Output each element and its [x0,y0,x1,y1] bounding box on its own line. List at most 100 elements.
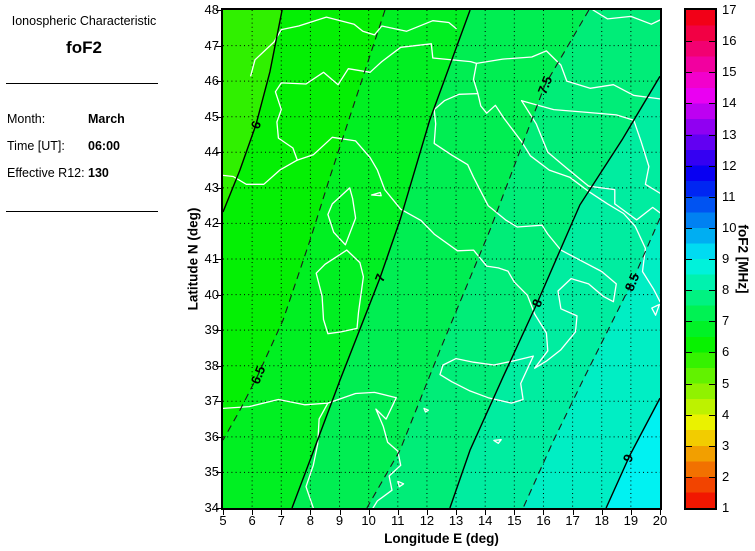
y-tick-label: 48 [204,2,219,17]
colorbar-tick-right [709,72,715,74]
x-tick-label: 15 [507,513,522,528]
y-tick-mark [216,116,221,118]
time-row: Time [UT]: 06:00 [0,139,168,154]
y-tick-label: 42 [204,215,219,231]
contour-label-8.5: 8.5 [622,271,643,293]
colorbar-tick-label: 16 [722,33,737,49]
x-tick-mark [252,510,254,515]
x-tick-mark [572,510,574,515]
y-tick-label: 37 [204,393,219,409]
coastline-path [315,249,365,335]
y-tick-mark [216,365,221,367]
time-value: 06:00 [88,139,120,153]
value-band [292,10,589,508]
value-band [223,10,385,441]
y-tick-mark [216,223,221,225]
colorbar-tick-left [686,414,692,416]
x-tick-mark [601,510,603,515]
colorbar-tick-right [709,476,715,478]
colorbar-tick-label: 4 [722,406,730,422]
colorbar-tick-label: 17 [722,2,737,17]
colorbar-tick-right [709,103,715,105]
colorbar-tick-right [709,196,715,198]
y-tick-mark [216,259,221,260]
y-tick-label: 34 [204,500,219,515]
colorbar-tick-right [709,352,715,354]
colorbar-tick-label: 6 [722,344,730,360]
r12-value: 130 [88,166,109,180]
y-tick-label: 39 [204,322,219,338]
y-tick-label: 46 [204,73,219,89]
x-tick-label: 16 [536,513,551,528]
x-tick-mark [310,510,312,515]
colorbar-tick-right [709,227,715,229]
coastline-path [397,480,405,488]
colorbar-tick-right [709,414,715,416]
colorbar-tick-left [686,134,692,136]
y-tick-mark [216,401,221,403]
coastline-path [475,50,660,100]
colorbar-tick-left [686,290,692,292]
colorbar-tick-left [686,383,692,385]
x-tick-mark [368,510,370,515]
divider-bottom [6,211,158,212]
contour-bands [223,10,660,508]
contour-line-7 [291,10,471,508]
y-tick-mark [216,436,221,438]
r12-row: Effective R12: 130 [0,166,168,181]
coastline-path [520,100,616,205]
y-axis-label: Latitude N (deg) [185,207,201,311]
x-tick-label: 6 [248,513,256,528]
y-tick-label: 41 [204,251,219,266]
x-tick-label: 18 [594,513,609,528]
colorbar-tick-right [709,165,715,167]
contour-line-6.5 [223,10,386,441]
colorbar-tick-label: 13 [722,126,737,142]
coastline-path [477,92,660,303]
coastlines [223,10,660,508]
coastline-path [614,203,660,221]
x-tick-label: 10 [361,513,376,528]
coastline-path [223,391,402,508]
contour-line-8 [449,75,660,508]
y-tick-mark [216,294,221,296]
contour-label-7.5: 7.5 [535,74,556,96]
colorbar-tick-right [709,41,715,43]
x-tick-mark [543,510,545,515]
x-tick-label: 7 [277,513,285,528]
colorbar-tick-left [686,352,692,354]
x-tick-label: 13 [448,513,464,528]
month-value: March [88,112,125,126]
y-tick-mark [216,472,221,474]
x-tick-mark [281,510,283,515]
contour-map-svg: 66.577.588.59 [223,10,660,508]
characteristic-name: foF2 [66,38,102,57]
x-tick-label: 14 [477,513,493,528]
y-tick-mark [216,45,221,47]
colorbar-tick-label: 15 [722,64,737,80]
y-tick-label: 38 [204,357,219,373]
y-tick-mark [216,81,221,83]
coastline-path [250,16,457,77]
x-tick-mark [426,510,428,515]
coastline-path [274,43,479,161]
x-tick-mark [630,510,632,515]
x-tick-mark [223,510,224,515]
y-tick-label: 35 [204,464,219,480]
y-tick-label: 44 [204,144,219,160]
contour-label-6.5: 6.5 [248,364,269,386]
y-tick-mark [216,152,221,154]
x-tick-mark [514,510,516,515]
colorbar-tick-left [686,321,692,323]
colorbar-tick-label: 11 [722,188,736,204]
grid-lines [223,10,660,508]
coastline-path [305,402,329,508]
colorbar-tick-label: 14 [722,95,737,111]
x-tick-mark [485,510,487,515]
x-tick-label: 19 [623,513,639,528]
coastline-path [493,439,502,444]
coastline-path [370,191,382,197]
x-tick-label: 12 [419,513,435,528]
info-panel: Ionospheric Characteristic foF2 Month: M… [0,0,168,551]
